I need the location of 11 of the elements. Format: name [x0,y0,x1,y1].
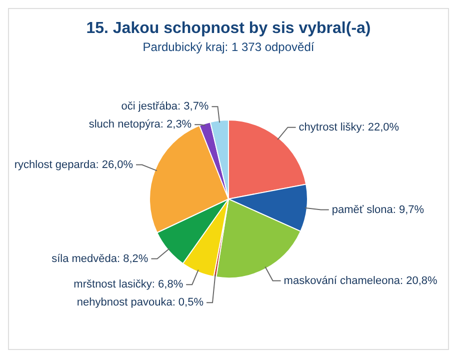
chart-subtitle: Pardubický kraj: 1 373 odpovědí [142,39,316,55]
slice-label: oči jestřába: 3,7% [121,100,209,113]
slice-label: rychlost geparda: 26,0% [14,158,134,171]
slice-label: sluch netopýra: 2,3% [88,118,192,131]
slice-label: síla medvěda: 8,2% [52,252,148,265]
slice-label: paměť slona: 9,7% [332,204,424,216]
slice-label: maskování chameleona: 20,8% [284,274,438,287]
slice-label: mrštnost lasičky: 6,8% [74,278,184,291]
slice-label: chytrost lišky: 22,0% [298,121,400,134]
slice-label: nehybnost pavouka: 0,5% [76,296,204,309]
chart-title: 15. Jakou schopnost by sis vybral(-a) [85,19,372,39]
